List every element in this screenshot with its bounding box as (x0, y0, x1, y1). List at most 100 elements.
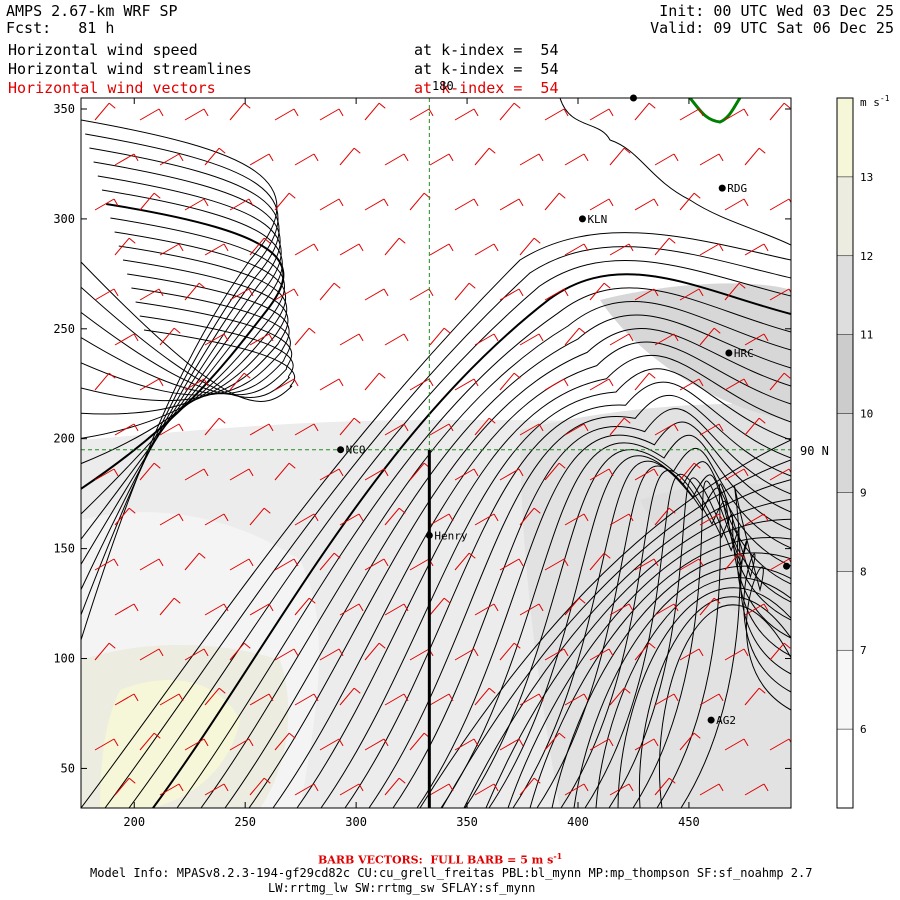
wind-barb (384, 693, 405, 706)
wind-barb (339, 513, 360, 526)
wind-barb (274, 648, 295, 661)
wind-barb-flag (583, 513, 589, 522)
wind-barb-flag (673, 153, 679, 162)
wind-barb (114, 423, 135, 436)
wind-barb (564, 327, 580, 346)
wind-barb-flag (698, 558, 704, 567)
wind-barb (229, 558, 250, 571)
streamline (81, 203, 285, 490)
wind-barb (769, 558, 790, 571)
wind-barb-flag (353, 687, 361, 694)
parallel-label: 90 N (800, 444, 829, 458)
wind-barb (474, 333, 495, 346)
wind-barb (409, 288, 430, 301)
wind-barb (564, 153, 585, 166)
wind-barb-flag (153, 462, 161, 469)
wind-barb-flag (493, 783, 499, 792)
wind-barb (679, 192, 695, 211)
wind-barb (499, 642, 515, 661)
wind-barb (94, 102, 110, 121)
station-dot (337, 446, 345, 454)
wind-barb-flag (583, 783, 589, 792)
wind-barb-flag (218, 147, 226, 154)
wind-barb-flag (538, 693, 544, 702)
wind-barb-flag (673, 693, 679, 702)
wind-barb (339, 147, 355, 166)
wind-barb-flag (338, 468, 344, 477)
wind-barb-flag (673, 333, 679, 342)
wind-barb-flag (248, 558, 254, 567)
valid-time: Valid: 09 UTC Sat 06 Dec 25 (650, 19, 894, 37)
wind-barb (204, 147, 220, 166)
coastline (559, 98, 791, 246)
wind-barb (204, 513, 225, 526)
wind-barb (499, 372, 515, 391)
wind-barb-flag (223, 603, 229, 612)
wind-barb (364, 558, 385, 571)
wind-barb (744, 147, 760, 166)
field-speed-level: at k-index = 54 (414, 41, 559, 59)
wind-barb-flag (473, 468, 479, 477)
wind-barb-flag (313, 153, 319, 162)
wind-barb (429, 243, 450, 256)
wind-barb-flag (623, 417, 631, 424)
wind-barb-flag (653, 198, 659, 207)
wind-barb (499, 102, 515, 121)
wind-barb-flag (448, 243, 454, 252)
wind-barb-flag (108, 102, 116, 109)
wind-barb-flag (533, 237, 541, 244)
wind-barb-flag (448, 153, 454, 162)
wind-barb-flag (558, 192, 566, 199)
wind-barb (654, 423, 675, 436)
streamline (560, 469, 791, 808)
wind-barb-flag (603, 552, 611, 559)
wind-barb (384, 423, 405, 436)
station-dot (783, 562, 791, 570)
x-tick-label: 400 (567, 815, 589, 829)
station-label: HRC (734, 347, 754, 360)
wind-barb (634, 288, 655, 301)
streamline (440, 434, 791, 808)
wind-barb (654, 603, 675, 616)
wind-barb (454, 738, 475, 751)
wind-barb (519, 423, 540, 436)
streamline (81, 286, 294, 399)
wind-barb (744, 243, 765, 256)
wind-barb (159, 597, 175, 616)
wind-barb (94, 198, 115, 211)
x-tick-label: 200 (123, 815, 145, 829)
y-tick-label: 300 (53, 212, 75, 226)
wind-barb-flag (403, 603, 409, 612)
station-dot (578, 215, 586, 223)
wind-barb (654, 507, 670, 526)
color-bar-segment (837, 334, 853, 414)
wind-barb-flag (313, 243, 319, 252)
station-dot (425, 531, 433, 539)
wind-barb (769, 288, 790, 301)
wind-barb (609, 783, 630, 796)
wind-barb-flag (443, 597, 451, 604)
wind-barb (139, 378, 160, 391)
x-tick-label: 300 (345, 815, 367, 829)
station-label: RDG (727, 182, 747, 195)
color-bar-label: 9 (860, 486, 867, 499)
wind-barb-flag (338, 738, 344, 747)
x-tick-label: 350 (456, 815, 478, 829)
wind-barb (544, 108, 565, 121)
wind-barb (384, 603, 405, 616)
wind-barb (474, 147, 490, 166)
wind-barb-flag (158, 288, 164, 297)
wind-barb-flag (493, 243, 499, 252)
wind-barb (184, 738, 205, 751)
field-speed-name: Horizontal wind speed (8, 41, 198, 59)
wind-barb-flag (263, 777, 271, 784)
wind-barb-flag (313, 693, 319, 702)
wind-barb (699, 243, 720, 256)
wind-barb (699, 513, 720, 526)
wind-barb-flag (628, 603, 634, 612)
wind-barb-flag (653, 468, 659, 477)
streamline (320, 368, 791, 808)
wind-barb-flag (563, 378, 569, 387)
wind-barb-flag (113, 198, 119, 207)
wind-barb-flag (628, 333, 634, 342)
